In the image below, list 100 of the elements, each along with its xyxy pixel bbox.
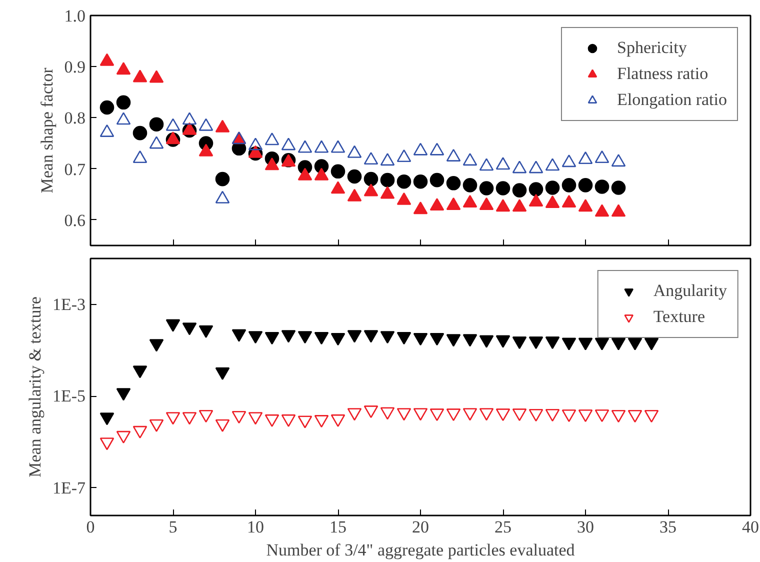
point [512, 408, 527, 422]
point [462, 408, 478, 421]
point [132, 70, 148, 82]
point [149, 419, 164, 432]
point [198, 144, 214, 156]
point [166, 319, 180, 332]
point [578, 199, 593, 212]
point [314, 168, 329, 180]
point [330, 414, 346, 427]
point [512, 160, 527, 174]
point [264, 132, 280, 146]
point [562, 154, 576, 168]
x-tick-label: 0 [86, 518, 95, 536]
point [330, 181, 346, 194]
point [166, 118, 180, 131]
point [545, 195, 560, 208]
point [462, 194, 478, 208]
y-tick-label: 0.6 [64, 210, 86, 230]
point [248, 331, 263, 344]
x-tick-label: 5 [168, 518, 178, 536]
y-axis-title: Mean angularity & texture [25, 296, 44, 478]
point [166, 132, 180, 144]
point [166, 412, 180, 425]
y-tick-label: 0.8 [64, 108, 86, 128]
point [215, 367, 230, 380]
point [611, 154, 626, 167]
point [330, 333, 346, 346]
point [149, 339, 164, 352]
point [198, 118, 214, 131]
point [446, 197, 461, 210]
point [298, 416, 312, 428]
point [380, 186, 395, 199]
y-tick-label: 1E-3 [52, 294, 86, 314]
point [364, 152, 378, 165]
legend-label: Texture [653, 307, 706, 327]
point [594, 409, 610, 422]
point [380, 331, 395, 344]
point [298, 168, 312, 180]
point [528, 194, 544, 206]
point [100, 53, 114, 66]
point [314, 140, 329, 153]
x-axis-title: Number of 3/4" aggregate particles evaluated [266, 540, 576, 560]
point [132, 366, 148, 378]
point [413, 202, 428, 214]
point [545, 336, 560, 350]
point [380, 153, 395, 166]
point [116, 388, 131, 401]
point [182, 412, 197, 425]
point [644, 410, 659, 423]
point [215, 419, 230, 432]
point [116, 112, 131, 125]
point [628, 410, 642, 423]
point [396, 408, 412, 421]
point [562, 338, 576, 350]
y-axis-title: Mean shape factor [37, 67, 56, 194]
x-tick-label: 30 [577, 518, 594, 536]
point [314, 415, 329, 428]
point [248, 412, 263, 425]
point [298, 331, 312, 344]
y-tick-label: 1.0 [64, 6, 86, 26]
point [496, 157, 510, 170]
point [611, 410, 626, 423]
point [281, 330, 296, 343]
point [330, 140, 346, 153]
point [479, 408, 494, 421]
point [198, 410, 214, 423]
point [479, 158, 494, 171]
y-tick-label: 1E-7 [52, 478, 86, 498]
point [545, 158, 560, 171]
point [430, 333, 444, 346]
point [364, 406, 378, 418]
x-tick-label: 35 [660, 518, 676, 536]
point [132, 426, 148, 438]
point [496, 199, 510, 212]
point [248, 138, 263, 150]
point [248, 145, 263, 158]
point [100, 124, 114, 137]
x-tick-label: 40 [742, 518, 759, 536]
point [396, 149, 412, 162]
x-tick-label: 25 [494, 518, 512, 536]
point [611, 204, 626, 217]
point [528, 336, 544, 350]
point [512, 199, 527, 212]
point [562, 409, 576, 422]
point [413, 333, 428, 346]
point [512, 336, 527, 350]
legend-label: Sphericity [616, 38, 687, 58]
point [578, 338, 593, 350]
point [264, 158, 280, 170]
point [232, 329, 246, 342]
point [545, 409, 560, 422]
point [314, 332, 329, 345]
point [528, 409, 544, 422]
point [430, 198, 444, 211]
x-tick-label: 10 [247, 518, 264, 536]
point [479, 335, 494, 348]
point [281, 138, 296, 150]
point [644, 338, 659, 350]
point [413, 142, 428, 156]
point [182, 112, 197, 125]
